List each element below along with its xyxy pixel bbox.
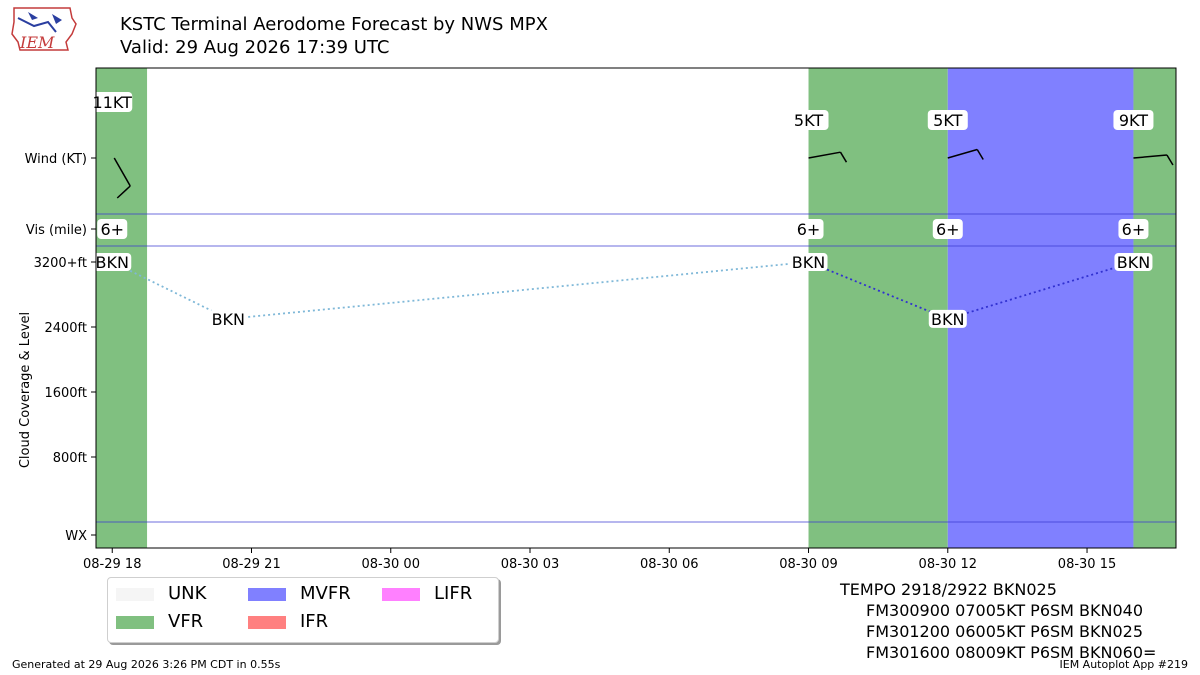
legend-swatch — [248, 615, 286, 629]
legend-item-lifr: LIFR — [382, 584, 472, 604]
vis-label-bg — [1118, 219, 1149, 239]
vis-label: 6+ — [797, 220, 821, 239]
cloud-connector — [947, 261, 1134, 320]
x-tick-label: 08-30 03 — [501, 557, 559, 572]
cloud-label: BKN — [212, 310, 245, 329]
y-axis: Wind (KT) Vis (mile) WX 800ft 1600ft 2400ft 32… — [18, 152, 96, 544]
wind-label-bg — [92, 92, 133, 112]
y-tick-label: 800ft — [53, 451, 87, 466]
wind-label-bg — [1113, 110, 1154, 130]
y-tick-label: 2400ft — [44, 321, 87, 336]
wind-barb — [1133, 154, 1167, 159]
taf-line: FM301200 06005KT P6SM BKN025 — [866, 622, 1144, 641]
chart-title: KSTC Terminal Aerodome Forecast by NWS M… — [120, 14, 548, 35]
cloud-label-bg — [93, 253, 132, 271]
x-tick-label: 08-30 00 — [362, 557, 420, 572]
x-tick-label: 08-29 18 — [83, 557, 141, 572]
x-tick-label: 08-30 12 — [919, 557, 977, 572]
plot-frame — [95, 67, 1177, 549]
wind-label-bg — [788, 110, 829, 130]
legend-item-mvfr: MVFR — [248, 584, 351, 604]
flight-category-bands — [96, 68, 1176, 548]
wind-barb — [1166, 154, 1174, 166]
legend-swatch — [248, 587, 286, 601]
y-tick-label: 1600ft — [44, 386, 87, 401]
wind-barb — [113, 157, 131, 187]
y-tick-label: Vis (mile) — [26, 223, 87, 238]
legend-swatch — [382, 587, 420, 601]
vis-label-bg — [793, 219, 824, 239]
cloud-connector — [111, 261, 229, 320]
x-tick-label: 08-30 09 — [779, 557, 837, 572]
y-tick-label: 3200+ft — [34, 256, 87, 271]
vis-label-bg — [932, 219, 963, 239]
wind-label: 5KT — [794, 111, 823, 130]
generated-note: Generated at 29 Aug 2026 3:26 PM CDT in … — [12, 658, 281, 671]
legend-swatch — [116, 587, 154, 601]
cloud-label: BKN — [931, 310, 964, 329]
category-band — [96, 68, 148, 548]
cloud-label: BKN — [1117, 253, 1150, 272]
x-tick-label: 08-29 21 — [222, 557, 280, 572]
iem-logo: IEM — [11, 7, 77, 52]
cloud-connector — [228, 261, 809, 320]
cloud-label-bg — [789, 253, 828, 271]
vis-label-bg — [97, 219, 128, 239]
x-axis: 08-29 18 08-29 21 08-30 00 08-30 03 08-30 06… — [83, 548, 1116, 572]
visibility-series: 6+ 6+ 6+ 6+ — [97, 219, 1149, 239]
y-axis-label: Cloud Coverage & Level — [18, 312, 33, 468]
wind-label: 11KT — [93, 93, 133, 112]
cloud-label-bg — [928, 309, 967, 328]
cloud-label: BKN — [96, 253, 129, 272]
x-tick-label: 08-30 06 — [640, 557, 698, 572]
category-band — [808, 68, 948, 548]
category-band — [1133, 68, 1176, 548]
app-note: IEM Autoplot App #219 — [1059, 658, 1189, 671]
panel-dividers — [96, 213, 1176, 523]
cloud-label-bg — [1114, 253, 1153, 271]
legend-item-unk: UNK — [116, 584, 206, 604]
wind-label: 5KT — [933, 111, 962, 130]
taf-line: TEMPO 2918/2922 BKN025 — [840, 580, 1057, 599]
wind-label-bg — [927, 110, 968, 130]
vis-label: 6+ — [936, 220, 960, 239]
wind-barb — [808, 151, 841, 159]
x-tick-label: 08-30 15 — [1058, 557, 1116, 572]
cloud-label-bg — [209, 309, 248, 328]
cloud-label: BKN — [792, 253, 825, 272]
y-tick-label: Wind (KT) — [25, 152, 87, 167]
legend-swatch — [116, 615, 154, 629]
taf-line: FM300900 07005KT P6SM BKN040 — [866, 601, 1144, 620]
wind-series: 11KT 5KT 5KT 9KT — [92, 92, 1174, 199]
vis-label: 6+ — [1122, 220, 1146, 239]
chart-subtitle: Valid: 29 Aug 2026 17:39 UTC — [120, 37, 390, 58]
wind-barb — [976, 149, 984, 160]
wind-label: 9KT — [1119, 111, 1148, 130]
cloud-connector — [808, 261, 949, 320]
legend-item-vfr: VFR — [116, 612, 203, 632]
y-tick-label: WX — [65, 529, 87, 544]
vis-label: 6+ — [100, 220, 124, 239]
legend-item-ifr: IFR — [248, 612, 328, 632]
taf-line: FM301600 08009KT P6SM BKN060= — [866, 643, 1157, 662]
legend: UNK MVFR LIFR VFR IFR — [107, 577, 499, 643]
wind-barb — [839, 151, 848, 163]
category-band — [947, 68, 1134, 548]
wind-barb — [947, 148, 978, 159]
logo-text: IEM — [19, 33, 55, 52]
wind-barb — [116, 185, 131, 199]
cloud-series: BKN BKN BKN BKN BKN — [93, 253, 1153, 329]
